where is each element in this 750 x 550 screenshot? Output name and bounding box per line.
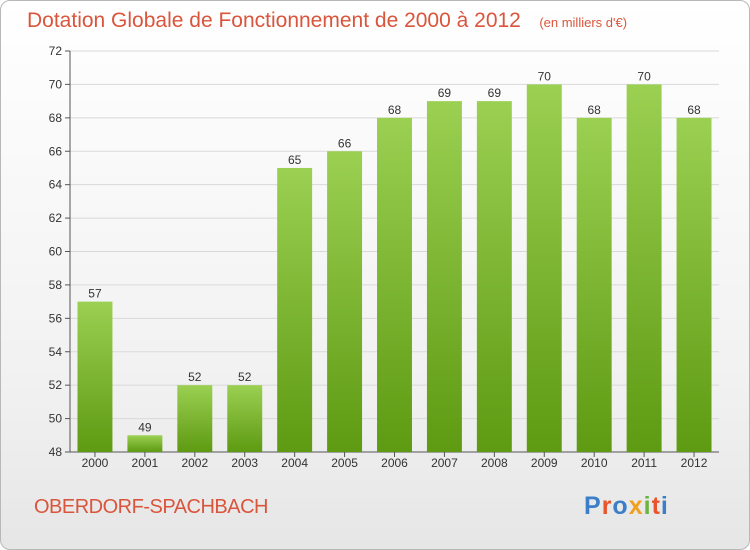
- bar: [127, 435, 163, 452]
- x-tick-label: 2008: [481, 456, 508, 470]
- data-label: 68: [388, 103, 402, 117]
- bar: [576, 117, 612, 452]
- x-tick-label: 2006: [381, 456, 408, 470]
- y-tick-label: 64: [49, 178, 63, 192]
- commune-name: OBERDORF-SPACHBACH: [34, 496, 269, 518]
- data-label: 68: [687, 103, 701, 117]
- data-label: 68: [588, 103, 602, 117]
- chart-unit: (en milliers d'€): [539, 15, 628, 30]
- brand-letter: t: [651, 492, 661, 520]
- data-label: 49: [138, 420, 152, 434]
- data-label: 52: [238, 370, 252, 384]
- x-tick-label: 2003: [231, 456, 258, 470]
- y-tick-label: 60: [49, 245, 63, 259]
- brand-letter: P: [584, 492, 602, 520]
- x-tick-label: 2007: [431, 456, 458, 470]
- y-tick-label: 52: [49, 378, 63, 392]
- y-tick-label: 50: [49, 412, 63, 426]
- x-tick-label: 2010: [581, 456, 608, 470]
- brand-letter: o: [612, 492, 629, 520]
- y-tick-label: 68: [49, 111, 63, 125]
- chart-title: Dotation Globale de Fonctionnement de 20…: [27, 9, 521, 32]
- x-tick-label: 2012: [681, 456, 708, 470]
- bar: [277, 167, 313, 453]
- proxiti-logo: Proxiti: [584, 492, 669, 521]
- bar: [227, 385, 263, 452]
- y-tick-label: 62: [49, 211, 63, 225]
- y-tick-label: 56: [49, 311, 63, 325]
- bar: [676, 117, 712, 452]
- brand-letter: i: [643, 492, 652, 520]
- x-tick-label: 2002: [181, 456, 208, 470]
- bar: [476, 101, 512, 452]
- x-tick-label: 2005: [331, 456, 358, 470]
- y-tick-label: 58: [49, 278, 63, 292]
- brand-letter: x: [628, 492, 644, 520]
- bar: [77, 301, 113, 452]
- y-tick-label: 72: [49, 44, 63, 58]
- x-tick-label: 2011: [631, 456, 657, 470]
- y-tick-label: 70: [49, 77, 63, 91]
- data-label: 66: [338, 136, 352, 150]
- data-label: 70: [538, 69, 552, 83]
- data-label: 57: [88, 287, 102, 301]
- y-tick-label: 48: [49, 445, 63, 459]
- bar: [626, 84, 662, 453]
- brand-letter: i: [660, 492, 669, 520]
- bar: [327, 151, 363, 452]
- data-label: 69: [488, 86, 502, 100]
- bar: [426, 101, 462, 452]
- x-tick-label: 2000: [82, 456, 109, 470]
- y-tick-label: 66: [49, 144, 63, 158]
- brand-letter: r: [601, 492, 613, 520]
- x-tick-label: 2004: [281, 456, 308, 470]
- data-label: 65: [288, 153, 302, 167]
- data-label: 52: [188, 370, 202, 384]
- bar: [177, 385, 213, 452]
- data-label: 69: [438, 86, 452, 100]
- data-label: 70: [637, 69, 651, 83]
- x-tick-label: 2001: [132, 456, 159, 470]
- x-tick-label: 2009: [531, 456, 558, 470]
- bar: [377, 117, 412, 452]
- bar: [526, 84, 562, 453]
- y-tick-label: 54: [49, 345, 63, 359]
- chart-header: Dotation Globale de Fonctionnement de 20…: [27, 9, 627, 33]
